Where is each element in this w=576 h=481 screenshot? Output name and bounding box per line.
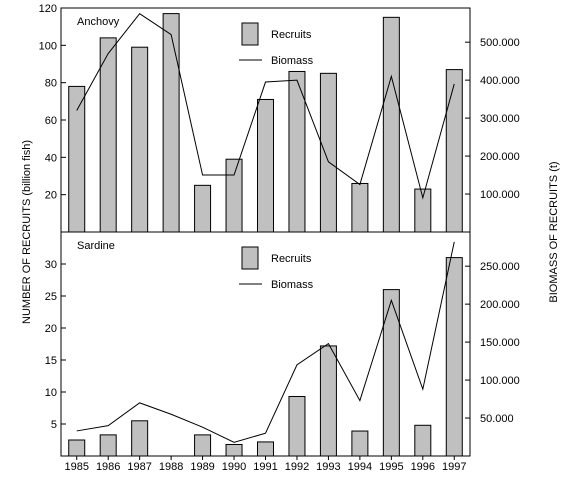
right-axis-title: BIOMASS OF RECRUITS (t) [548, 161, 560, 302]
left-tick-label: 15 [45, 355, 57, 367]
bar-sardine-1986 [99, 434, 117, 457]
bar-sardine-1985 [68, 439, 86, 457]
right-tick-label: 400.000 [480, 75, 520, 87]
x-tick-label: 1997 [442, 461, 466, 473]
bar-anchovy-1985 [68, 85, 86, 233]
left-tick-label: 10 [45, 387, 57, 399]
legend-item-recruits: Recruits [271, 29, 312, 41]
left-tick-label: 5 [51, 419, 57, 431]
bar-anchovy-1986 [99, 37, 117, 233]
right-tick-label: 200.000 [480, 299, 520, 311]
panel-sardine: 5 10 15 20 25 30 50.000 100.000 150.000 200.000 25… [45, 231, 520, 457]
x-tick-label: 1994 [348, 461, 372, 473]
right-tick-label: 500.000 [480, 37, 520, 49]
left-tick-label: 80 [45, 78, 57, 90]
x-tick-label: 1987 [127, 461, 151, 473]
right-tick-label: 100.000 [480, 375, 520, 387]
bar-sardine-1990 [225, 443, 243, 457]
panel-anchovy: 20 40 60 80 100 120 100.000 200.000 300.000 400.0… [39, 3, 520, 233]
x-tick-label: 1989 [190, 461, 214, 473]
bar-sardine-1987 [131, 420, 149, 457]
panel-label: Sardine [77, 240, 115, 252]
x-tick-label: 1996 [411, 461, 435, 473]
right-tick-label: 100.000 [480, 189, 520, 201]
right-tick-label: 250.000 [480, 261, 520, 273]
left-tick-label: 40 [45, 152, 57, 164]
biomass-line-sardine [76, 241, 455, 443]
x-tick-label: 1991 [253, 461, 277, 473]
biomass-line-anchovy [76, 13, 455, 200]
bar-anchovy-1991 [257, 98, 274, 233]
bar-anchovy-1996 [414, 188, 432, 233]
right-tick-label: 300.000 [480, 113, 520, 125]
left-tick-label: 25 [45, 291, 57, 303]
right-tick-label: 50.000 [480, 413, 514, 425]
left-tick-label: 120 [39, 3, 57, 15]
legend-item-biomass: Biomass [271, 55, 314, 67]
x-tick-label: 1986 [96, 461, 120, 473]
bar-sardine-1989 [194, 434, 212, 457]
right-tick-label: 150.000 [480, 337, 520, 349]
bar-sardine-1992 [288, 395, 306, 457]
legend: Recruits Biomass [239, 22, 314, 67]
bar-anchovy-1995 [382, 16, 400, 233]
bar-sardine-1995 [382, 289, 400, 457]
x-tick-label: 1992 [285, 461, 309, 473]
legend-item-biomass: Biomass [271, 279, 314, 291]
left-axis-title: NUMBER OF RECRUITS (billion fish) [21, 140, 33, 324]
left-tick-label: 20 [45, 323, 57, 335]
bar-anchovy-1993 [319, 72, 337, 233]
x-tick-label: 1990 [222, 461, 246, 473]
bar-anchovy-1997 [445, 69, 463, 233]
left-tick-label: 60 [45, 115, 57, 127]
bar-anchovy-1988 [162, 13, 180, 233]
legend: Recruits Biomass [239, 246, 314, 291]
legend-bar-swatch [241, 22, 259, 46]
bar-sardine-1997 [445, 257, 463, 457]
right-tick-label: 200.000 [480, 151, 520, 163]
bar-anchovy-1987 [131, 46, 149, 233]
bar-sardine-1991 [257, 441, 274, 457]
x-tick-label: 1985 [64, 461, 88, 473]
bar-sardine-1993 [319, 345, 337, 457]
left-tick-label: 100 [39, 40, 57, 52]
x-tick-label: 1995 [379, 461, 403, 473]
legend-bar-swatch [241, 246, 259, 270]
bar-anchovy-1994 [351, 182, 369, 233]
bar-sardine-1994 [351, 430, 369, 457]
x-tick-label: 1993 [316, 461, 340, 473]
left-tick-label: 30 [45, 259, 57, 271]
bar-sardine-1996 [414, 424, 432, 457]
bar-anchovy-1989 [194, 184, 212, 233]
plot-frame [60, 231, 471, 457]
left-tick-label: 20 [45, 190, 57, 202]
x-tick-label: 1988 [159, 461, 183, 473]
panel-label: Anchovy [77, 16, 120, 28]
legend-item-recruits: Recruits [271, 253, 312, 265]
bar-anchovy-1990 [225, 158, 243, 233]
